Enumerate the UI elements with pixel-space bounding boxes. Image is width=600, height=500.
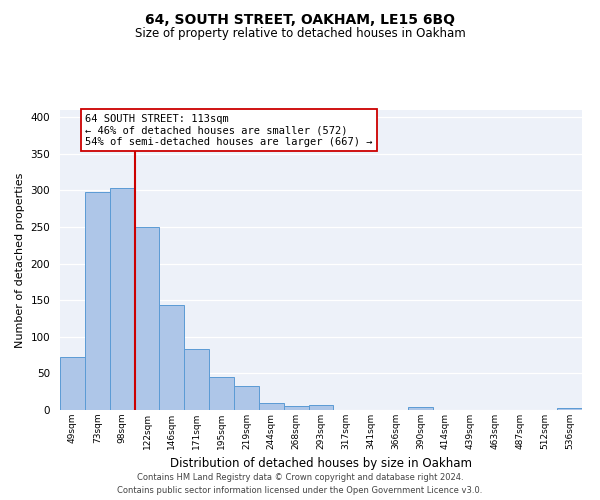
Bar (557, 408, 582, 410)
Bar (134, 227, 160, 410)
Bar (60, 356, 85, 410)
Bar (234, 386, 259, 410)
Bar (408, 407, 433, 410)
Bar (160, 306, 184, 410)
X-axis label: Distribution of detached houses by size in Oakham: Distribution of detached houses by size … (170, 458, 472, 470)
Text: 64 SOUTH STREET: 113sqm
← 46% of detached houses are smaller (572)
54% of semi-d: 64 SOUTH STREET: 113sqm ← 46% of detache… (85, 114, 373, 147)
Bar (209, 377, 234, 410)
Bar (85, 192, 110, 410)
Bar (110, 188, 134, 410)
Text: Contains HM Land Registry data © Crown copyright and database right 2024.: Contains HM Land Registry data © Crown c… (137, 474, 463, 482)
Text: Contains public sector information licensed under the Open Government Licence v3: Contains public sector information licen… (118, 486, 482, 495)
Bar (308, 405, 334, 410)
Bar (259, 402, 284, 410)
Text: 64, SOUTH STREET, OAKHAM, LE15 6BQ: 64, SOUTH STREET, OAKHAM, LE15 6BQ (145, 12, 455, 26)
Bar (284, 406, 308, 410)
Bar (184, 350, 209, 410)
Y-axis label: Number of detached properties: Number of detached properties (15, 172, 25, 348)
Text: Size of property relative to detached houses in Oakham: Size of property relative to detached ho… (134, 28, 466, 40)
